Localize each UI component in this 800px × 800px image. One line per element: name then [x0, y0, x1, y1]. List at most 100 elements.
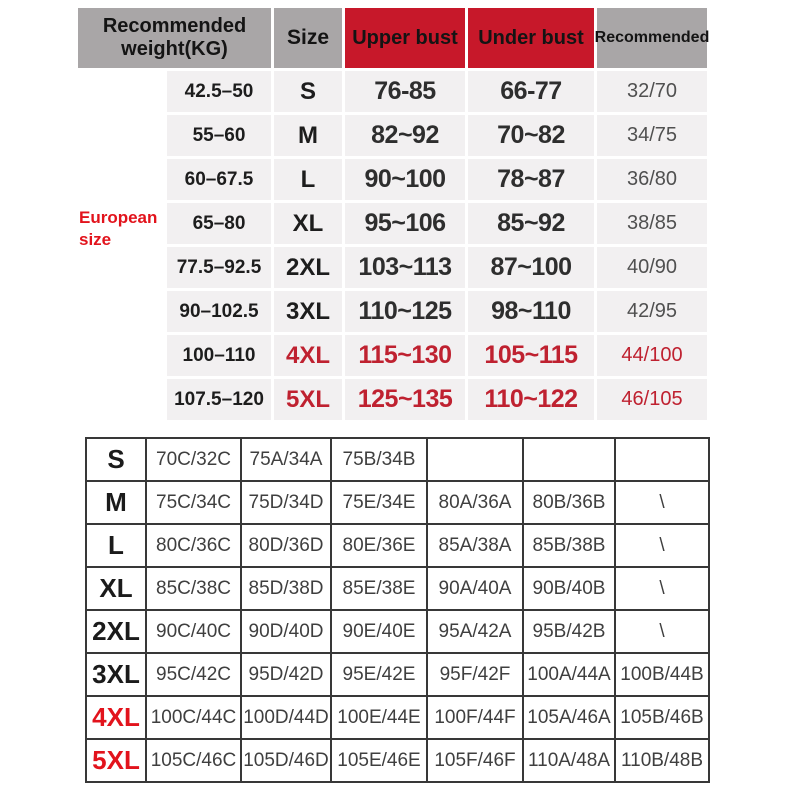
bra-size-cell	[522, 437, 616, 482]
bra-size-cell: 75D/34D	[240, 480, 332, 525]
size-cell: L	[274, 159, 342, 200]
bra-size-cell: \	[614, 566, 710, 611]
size-cell: S	[274, 71, 342, 112]
bra-size-cell: 90E/40E	[330, 609, 428, 654]
bra-size-cell: 95B/42B	[522, 609, 616, 654]
size-cell: 3XL	[274, 291, 342, 332]
under-bust-cell: 66-77	[468, 71, 594, 112]
left-strip	[78, 335, 164, 376]
under-bust-cell: 98~110	[468, 291, 594, 332]
bra-size-cell: 90A/40A	[426, 566, 524, 611]
bra-size-cell: 70C/32C	[145, 437, 242, 482]
bra-size-cell: 95E/42E	[330, 652, 428, 697]
table-row: 5XL 105C/46C 105D/46D 105E/46E 105F/46F …	[85, 738, 710, 783]
header-recommended-weight: Recommended weight(KG)	[78, 8, 271, 68]
bra-size-cell: 80C/36C	[145, 523, 242, 568]
bra-size-cell: 105E/46E	[330, 738, 428, 783]
bra-size-cell: 105B/46B	[614, 695, 710, 740]
bra-size-cell: 95F/42F	[426, 652, 524, 697]
weight-cell: 90–102.5	[167, 291, 271, 332]
row-size-label: M	[85, 480, 147, 525]
bra-size-cell: 80E/36E	[330, 523, 428, 568]
row-size-label: 5XL	[85, 738, 147, 783]
under-bust-cell: 85~92	[468, 203, 594, 244]
row-size-label: L	[85, 523, 147, 568]
upper-bust-cell: 115~130	[345, 335, 465, 376]
upper-bust-cell: 110~125	[345, 291, 465, 332]
under-bust-cell: 87~100	[468, 247, 594, 288]
table-row: S 70C/32C 75A/34A 75B/34B	[85, 437, 710, 482]
bra-size-cell: 75A/34A	[240, 437, 332, 482]
recommended-cell: 38/85	[597, 203, 707, 244]
bra-size-cell: \	[614, 480, 710, 525]
size-cell: M	[274, 115, 342, 156]
upper-bust-cell: 103~113	[345, 247, 465, 288]
weight-cell: 55–60	[167, 115, 271, 156]
upper-bust-cell: 76-85	[345, 71, 465, 112]
table-row: M 75C/34C 75D/34D 75E/34E 80A/36A 80B/36…	[85, 480, 710, 525]
recommended-cell: 42/95	[597, 291, 707, 332]
left-strip	[78, 247, 164, 288]
bra-size-cell: 95A/42A	[426, 609, 524, 654]
weight-cell: 100–110	[167, 335, 271, 376]
row-size-label: 4XL	[85, 695, 147, 740]
recommended-cell: 40/90	[597, 247, 707, 288]
weight-cell: 65–80	[167, 203, 271, 244]
size-cell: 2XL	[274, 247, 342, 288]
bra-size-cell: 75C/34C	[145, 480, 242, 525]
header-under-bust: Under bust	[468, 8, 594, 68]
upper-bust-cell: 125~135	[345, 379, 465, 420]
bra-size-cell: 75B/34B	[330, 437, 428, 482]
bra-size-cell: 110B/48B	[614, 738, 710, 783]
bra-size-cell: 90C/40C	[145, 609, 242, 654]
header-size: Size	[274, 8, 342, 68]
size-cell: 5XL	[274, 379, 342, 420]
bra-size-cell: 85C/38C	[145, 566, 242, 611]
table-row: 3XL 95C/42C 95D/42D 95E/42E 95F/42F 100A…	[85, 652, 710, 697]
row-size-label: XL	[85, 566, 147, 611]
row-size-label: 3XL	[85, 652, 147, 697]
bra-size-cell: 110A/48A	[522, 738, 616, 783]
bra-size-cell: 80D/36D	[240, 523, 332, 568]
bra-size-cell: 75E/34E	[330, 480, 428, 525]
recommended-cell: 34/75	[597, 115, 707, 156]
bra-size-cell: 85E/38E	[330, 566, 428, 611]
bra-size-cell: 100F/44F	[426, 695, 524, 740]
table-row: 2XL 90C/40C 90D/40D 90E/40E 95A/42A 95B/…	[85, 609, 710, 654]
bra-size-cell: 100B/44B	[614, 652, 710, 697]
bra-size-cell: 105D/46D	[240, 738, 332, 783]
row-size-label: 2XL	[85, 609, 147, 654]
row-size-label: S	[85, 437, 147, 482]
bra-size-cell: 100A/44A	[522, 652, 616, 697]
bra-size-cell: 90D/40D	[240, 609, 332, 654]
bra-size-cell: 105A/46A	[522, 695, 616, 740]
weight-cell: 60–67.5	[167, 159, 271, 200]
bra-size-cell: 95D/42D	[240, 652, 332, 697]
under-bust-cell: 105~115	[468, 335, 594, 376]
upper-bust-cell: 95~106	[345, 203, 465, 244]
recommended-cell: 44/100	[597, 335, 707, 376]
bra-size-cell: 95C/42C	[145, 652, 242, 697]
bra-size-cell	[426, 437, 524, 482]
bra-size-cell	[614, 437, 710, 482]
bra-size-table: S 70C/32C 75A/34A 75B/34B M 75C/34C 75D/…	[85, 437, 710, 783]
recommended-cell: 36/80	[597, 159, 707, 200]
european-size-table: Recommended weight(KG) Size Upper bust U…	[78, 8, 709, 420]
bra-size-cell: 105F/46F	[426, 738, 524, 783]
size-cell: XL	[274, 203, 342, 244]
upper-bust-cell: 82~92	[345, 115, 465, 156]
recommended-cell: 46/105	[597, 379, 707, 420]
weight-cell: 42.5–50	[167, 71, 271, 112]
left-strip	[78, 71, 164, 112]
under-bust-cell: 78~87	[468, 159, 594, 200]
bra-size-cell: 80A/36A	[426, 480, 524, 525]
bra-size-cell: 90B/40B	[522, 566, 616, 611]
bra-size-cell: 85B/38B	[522, 523, 616, 568]
left-strip	[78, 115, 164, 156]
bra-size-cell: 100D/44D	[240, 695, 332, 740]
bra-size-cell: 85D/38D	[240, 566, 332, 611]
upper-bust-cell: 90~100	[345, 159, 465, 200]
recommended-cell: 32/70	[597, 71, 707, 112]
bra-size-cell: 80B/36B	[522, 480, 616, 525]
